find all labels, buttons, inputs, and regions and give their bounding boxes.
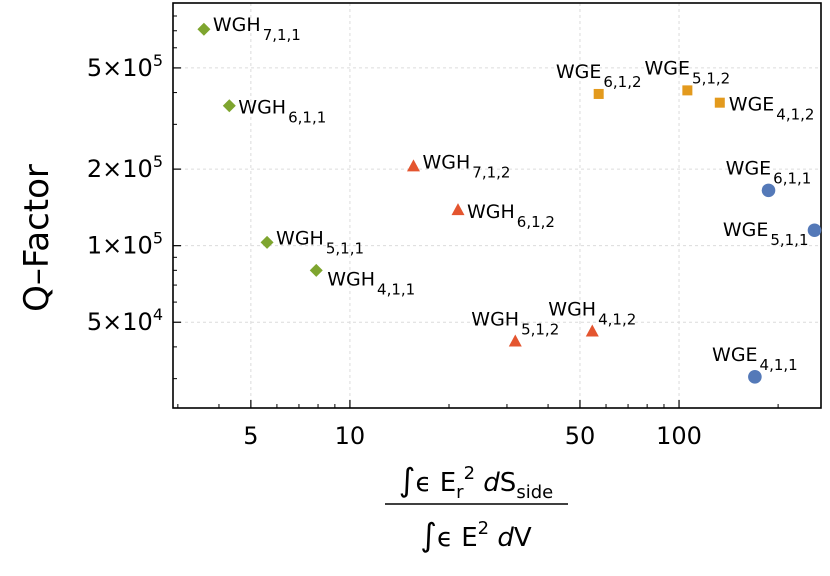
point-label: WGE 4,1,1 — [712, 344, 798, 374]
data-point-wge-4-1-2 — [714, 97, 725, 108]
data-point-wgh-5-1-2 — [508, 334, 522, 347]
point-label: WGE 5,1,1 — [723, 219, 809, 249]
data-point-wge-5-1-2 — [682, 85, 693, 96]
data-point-wge-6-1-2 — [593, 88, 604, 99]
axis-ticks: 5 10 50 100 5×104 1×105 2×105 5×105 — [87, 15, 779, 450]
data-point-wge-6-1-1 — [761, 183, 776, 198]
data-point-wgh-4-1-2 — [585, 324, 599, 337]
x-label-numerator: ∫ϵ Er2 dSside — [399, 461, 553, 503]
point-label: WGE 6,1,1 — [726, 157, 812, 187]
data-point-wgh-4-1-1 — [309, 263, 323, 277]
point-label: WGH 4,1,1 — [327, 268, 415, 298]
x-tick-label: 50 — [565, 422, 596, 450]
x-tick-label: 10 — [335, 422, 366, 450]
data-point-wgh-6-1-1 — [222, 99, 236, 113]
point-label: WGE 5,1,2 — [645, 57, 731, 87]
y-tick-label: 5×105 — [87, 51, 163, 82]
point-label: WGH 7,1,2 — [422, 151, 510, 181]
point-label: WGH 4,1,2 — [548, 298, 636, 328]
data-point-wge-4-1-1 — [748, 370, 762, 384]
point-label: WGH 7,1,1 — [213, 14, 301, 44]
y-axis-label: Q–Factor — [17, 164, 57, 312]
y-tick-label: 2×105 — [87, 152, 163, 183]
data-point-wgh-7-1-2 — [406, 159, 420, 172]
plot-frame — [172, 2, 822, 409]
point-labels: WGH 7,1,1 WGH 6,1,1 WGH 5,1,1 WGH 4,1,1 WGH 7,1,2… — [213, 14, 815, 374]
point-label: WGH 5,1,1 — [276, 227, 364, 257]
point-label: WGH 5,1,2 — [471, 308, 559, 338]
x-axis-label: ∫ϵ Er2 dSside ∫ϵ E2 dV — [385, 461, 568, 554]
data-point-wgh-5-1-1 — [260, 235, 274, 249]
point-label: WGH 6,1,2 — [467, 201, 555, 231]
data-point-wgh-7-1-1 — [197, 22, 211, 36]
x-tick-label: 100 — [656, 422, 702, 450]
grid-lines — [173, 3, 821, 408]
point-label: WGE 6,1,2 — [556, 61, 642, 91]
point-label: WGE 4,1,2 — [729, 94, 815, 124]
x-tick-label: 5 — [243, 422, 258, 450]
y-tick-label: 5×104 — [87, 305, 163, 336]
data-point-wge-5-1-1 — [807, 223, 822, 238]
point-label: WGH 6,1,1 — [238, 97, 326, 127]
data-points — [197, 22, 822, 384]
y-tick-label: 1×105 — [87, 229, 163, 260]
data-point-wgh-6-1-2 — [451, 203, 465, 216]
x-label-denominator: ∫ϵ E2 dV — [420, 516, 532, 554]
